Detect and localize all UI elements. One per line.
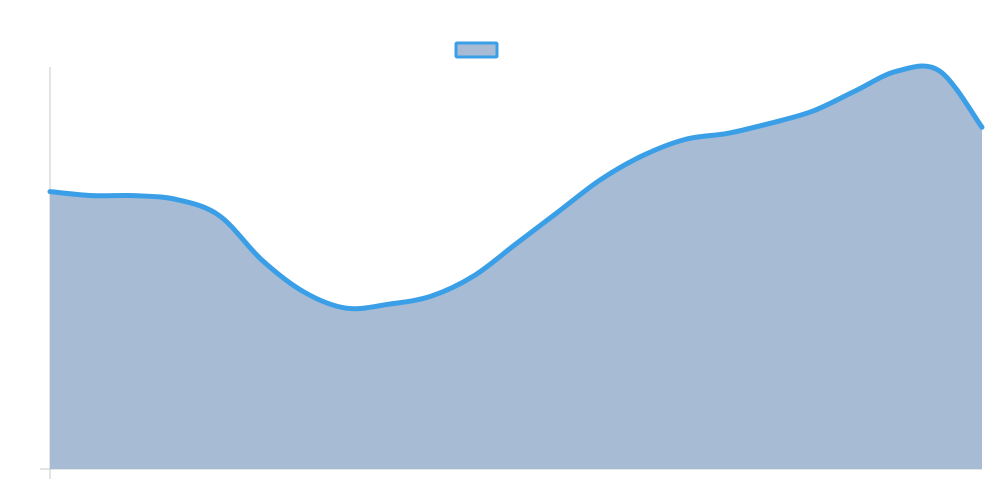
series-area — [50, 66, 982, 469]
series-line — [47, 63, 985, 312]
legend[interactable] — [454, 41, 499, 59]
legend-swatch[interactable] — [454, 41, 499, 59]
